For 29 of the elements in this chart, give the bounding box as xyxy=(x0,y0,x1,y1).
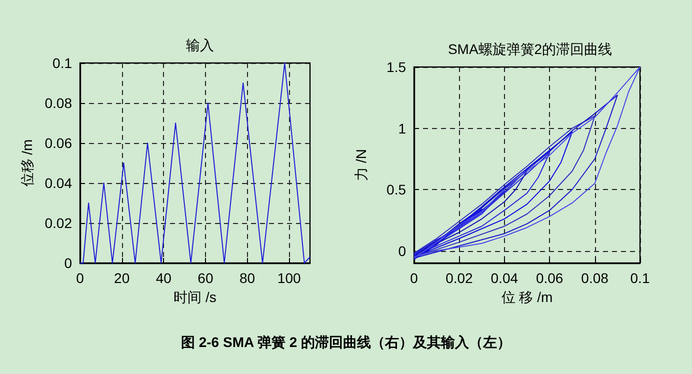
x-tick-label: 20 xyxy=(114,270,130,286)
y-tick-label: 1.5 xyxy=(386,59,406,75)
x-tick-label: 0.06 xyxy=(536,270,564,286)
x-axis-title: 时间 /s xyxy=(174,288,216,305)
x-tick-label: 0.04 xyxy=(490,270,518,286)
y-tick-label: 0.06 xyxy=(44,135,72,151)
x-tick-label: 0.02 xyxy=(446,270,474,286)
x-axis-title: 位 移 /m xyxy=(501,288,553,305)
y-axis-title: 力 /N xyxy=(353,149,369,181)
y-tick-label: 0.04 xyxy=(44,175,72,191)
x-tick-label: 0.08 xyxy=(581,270,609,286)
chart-title: SMA螺旋弹簧2的滞回曲线 xyxy=(448,41,612,57)
caption: 图 2-6 SMA 弹簧 2 的滞回曲线（右）及其输入（左） xyxy=(180,334,512,352)
y-tick-label: 0 xyxy=(398,242,406,259)
y-tick-label: 0.02 xyxy=(44,215,72,231)
x-tick-label: 0 xyxy=(76,270,84,286)
y-tick-label: 1 xyxy=(398,120,406,136)
x-tick-label: 60 xyxy=(198,270,214,286)
y-axis-title: 位移 /m xyxy=(18,139,35,187)
x-tick-label: 0.1 xyxy=(630,270,650,286)
x-tick-label: 40 xyxy=(156,270,172,286)
y-tick-label: 0.1 xyxy=(52,55,72,71)
x-tick-label: 100 xyxy=(277,270,301,286)
y-tick-label: 0 xyxy=(64,255,72,271)
x-tick-label: 80 xyxy=(239,270,256,286)
x-tick-label: 0 xyxy=(410,270,418,286)
y-tick-label: 0.08 xyxy=(44,95,72,111)
y-tick-label: 0.5 xyxy=(386,182,406,198)
chart-title: 输入 xyxy=(186,37,214,53)
